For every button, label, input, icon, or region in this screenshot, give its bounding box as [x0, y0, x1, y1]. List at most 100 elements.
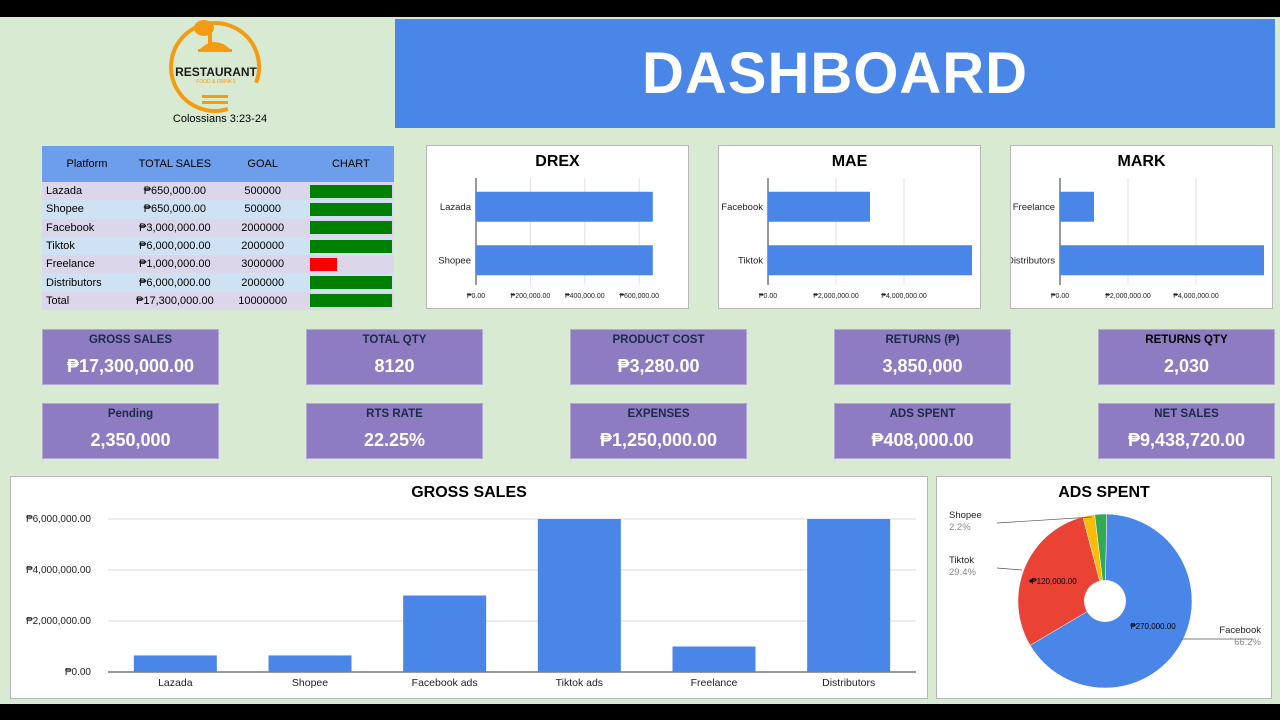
progress-bar [309, 239, 392, 253]
cell-chart [307, 200, 394, 219]
x-tick-label: ₱4,000,000.00 [881, 293, 927, 300]
progress-bar [309, 221, 392, 235]
kpi-label: TOTAL QTY [362, 334, 427, 346]
mark-chart-title: MARK [1117, 153, 1166, 170]
cell-total-sales: ₱650,000.00 [132, 182, 218, 201]
table-row: Facebook ₱3,000,000.00 2000000 [42, 218, 394, 237]
category-label: Tiktok [738, 255, 763, 266]
drex-chart-title: DREX [535, 153, 580, 170]
bar [403, 595, 487, 672]
cell-platform: Distributors [42, 273, 132, 292]
y-tick-label: ₱0.00 [65, 667, 92, 678]
category-label: Facebook [721, 202, 763, 213]
bar [476, 191, 653, 222]
kpi-expenses: EXPENSES ₱1,250,000.00 [570, 403, 747, 459]
bar [807, 519, 891, 672]
y-tick-label: ₱4,000,000.00 [26, 565, 91, 576]
table-row: Tiktok ₱6,000,000.00 2000000 [42, 236, 394, 256]
kpi-gross-sales: GROSS SALES ₱17,300,000.00 [42, 329, 219, 385]
table-row: Lazada ₱650,000.00 500000 [42, 182, 394, 201]
kpi-returns-amount: RETURNS (₱) 3,850,000 [834, 329, 1011, 385]
kpi-value: ₱17,300,000.00 [66, 356, 195, 376]
kpi-rts-rate: RTS RATE 22.25% [306, 403, 483, 459]
bar [768, 245, 972, 276]
kpi-total-qty: TOTAL QTY 8120 [306, 329, 483, 385]
category-label: Freelance [1013, 202, 1055, 213]
progress-bar [309, 184, 392, 198]
col-header-goal: GOAL [217, 146, 308, 182]
category-label: Distributors [822, 677, 875, 689]
table-header-row: Platform TOTAL SALES GOAL CHART [42, 146, 394, 182]
cell-chart [307, 255, 394, 274]
kpi-label: Pending [107, 408, 154, 420]
verse-caption: Colossians 3:23-24 [172, 113, 268, 125]
kpi-value: 3,850,000 [882, 356, 963, 376]
cell-platform: Shopee [42, 200, 132, 219]
cell-goal: 500000 [217, 200, 308, 219]
x-tick-label: ₱0.00 [1051, 293, 1069, 300]
kpi-label: NET SALES [1154, 408, 1219, 420]
cell-goal: 10000000 [217, 291, 308, 311]
slice-name-label: Shopee [949, 510, 982, 521]
category-label: Shopee [292, 677, 328, 689]
category-label: Distributors [1011, 255, 1055, 266]
bar [133, 655, 217, 672]
cell-platform: Total [42, 291, 132, 311]
kpi-label: RTS RATE [366, 408, 423, 420]
category-label: Tiktok ads [556, 677, 603, 689]
bar [476, 245, 653, 276]
cell-goal: 2000000 [217, 236, 308, 256]
table-body: Lazada ₱650,000.00 500000 Shopee ₱650,000.00… [42, 182, 394, 311]
y-tick-label: ₱6,000,000.00 [26, 514, 91, 525]
kpi-value: ₱408,000.00 [871, 430, 974, 450]
title-banner: DASHBOARD [395, 19, 1275, 128]
kpi-label: GROSS SALES [88, 334, 173, 346]
kpi-value: ₱3,280.00 [617, 356, 700, 376]
cell-total-sales: ₱3,000,000.00 [132, 218, 218, 237]
cell-goal: 3000000 [217, 255, 308, 274]
bar [537, 519, 621, 672]
slice-percent-label: 2.2% [949, 522, 971, 533]
col-header-platform: Platform [42, 146, 132, 182]
bar [768, 191, 870, 222]
kpi-value: 22.25% [363, 430, 426, 450]
x-tick-label: ₱2,000,000.00 [813, 293, 859, 300]
cell-chart [307, 273, 394, 292]
table-row: Distributors ₱6,000,000.00 2000000 [42, 273, 394, 292]
x-tick-label: ₱0.00 [759, 293, 777, 300]
cell-goal: 2000000 [217, 273, 308, 292]
donut-hole [1084, 580, 1126, 622]
category-label: Lazada [440, 202, 472, 213]
mark-chart: ₱0.00 ₱2,000,000.00 ₱4,000,000.00 Freelance… [1011, 178, 1264, 300]
cell-platform: Tiktok [42, 236, 132, 256]
cell-total-sales: ₱1,000,000.00 [132, 255, 218, 274]
pie-slice [1094, 513, 1107, 602]
cell-total-sales: ₱6,000,000.00 [132, 236, 218, 256]
logo-brand: RESTAURANT [175, 65, 257, 79]
kpi-returns-qty: RETURNS QTY 2,030 [1098, 329, 1275, 385]
ads-spent-chart-title: ADS SPENT [1058, 484, 1150, 501]
kpi-value: 2,030 [1163, 356, 1210, 376]
cell-goal: 500000 [217, 182, 308, 201]
leader-line [996, 516, 1093, 524]
drex-chart: ₱0.00 ₱200,000.00 ₱400,000.00 ₱600,000.00 La… [438, 178, 659, 300]
cell-platform: Facebook [42, 218, 132, 237]
category-label: Shopee [438, 255, 471, 266]
kpi-product-cost: PRODUCT COST ₱3,280.00 [570, 329, 747, 385]
kpi-value: ₱1,250,000.00 [599, 430, 718, 450]
slice-percent-label: 29.4% [949, 567, 976, 578]
col-header-total-sales: TOTAL SALES [132, 146, 218, 182]
kpi-ads-spent: ADS SPENT ₱408,000.00 [834, 403, 1011, 459]
y-tick-label: ₱2,000,000.00 [26, 616, 91, 627]
logo-tagline: FOOD & DRINKS [196, 79, 236, 85]
kpi-label: EXPENSES [627, 408, 690, 420]
x-tick-label: ₱400,000.00 [565, 293, 605, 300]
slice-name-label: Facebook [1219, 625, 1261, 636]
bar [672, 646, 756, 672]
col-header-chart: CHART [307, 146, 394, 182]
cell-total-sales: ₱6,000,000.00 [132, 273, 218, 292]
cell-chart [307, 182, 394, 201]
kpi-label: PRODUCT COST [612, 334, 705, 346]
category-label: Facebook ads [412, 677, 478, 689]
cell-total-sales: ₱650,000.00 [132, 200, 218, 219]
